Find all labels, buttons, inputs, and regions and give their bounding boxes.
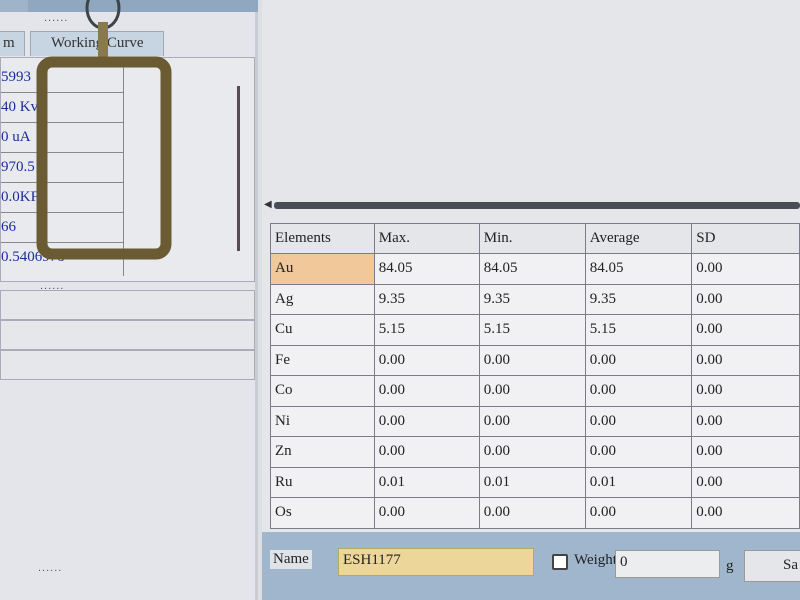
element-cell[interactable]: Ru	[270, 466, 375, 498]
empty-field[interactable]	[0, 320, 255, 350]
table-row[interactable]: Co 0.00 0.00 0.00 0.00	[270, 375, 800, 407]
column-header[interactable]: Average	[584, 223, 693, 254]
table-row[interactable]: Ag 9.35 9.35 9.35 0.00	[270, 283, 800, 315]
table-row[interactable]: Fe 0.00 0.00 0.00 0.00	[270, 344, 800, 376]
element-cell[interactable]: Zn	[270, 436, 375, 468]
element-cell[interactable]: Co	[270, 375, 375, 407]
element-cell[interactable]: Au	[270, 253, 375, 285]
value-cell[interactable]: 0.00	[584, 375, 693, 407]
value-cell[interactable]: 0.00	[691, 405, 800, 437]
value-cell[interactable]: 9.35	[584, 283, 693, 315]
value-cell[interactable]: 0.00	[478, 436, 586, 468]
vertical-scrollbar[interactable]	[237, 86, 240, 251]
value-cell[interactable]: 0.00	[584, 405, 693, 437]
name-input[interactable]: ESH1177	[338, 548, 534, 576]
value-cell[interactable]: 9.35	[478, 283, 586, 315]
param-value: 66	[1, 213, 123, 243]
column-header[interactable]: Max.	[373, 223, 480, 254]
weight-input[interactable]: 0	[615, 550, 720, 578]
table-row[interactable]: Ru 0.01 0.01 0.01 0.00	[270, 466, 800, 498]
column-header[interactable]: Min.	[478, 223, 586, 254]
param-value: 0.0KF	[1, 183, 123, 213]
value-cell[interactable]: 0.01	[373, 466, 480, 498]
table-row[interactable]: Zn 0.00 0.00 0.00 0.00	[270, 436, 800, 468]
value-cell[interactable]: 84.05	[478, 253, 586, 285]
splitter-handle[interactable]: ......	[40, 280, 65, 292]
element-cell[interactable]: Os	[270, 497, 375, 529]
weight-checkbox[interactable]	[552, 554, 568, 570]
splitter-handle[interactable]: ......	[38, 562, 63, 574]
param-value: 0.5406978	[1, 249, 65, 265]
column-divider	[123, 58, 124, 276]
value-cell[interactable]: 0.00	[373, 436, 480, 468]
results-pane: ◀ Elements Max. Min. Average SD Au 84.05 84.05…	[262, 0, 800, 600]
value-cell[interactable]: 5.15	[373, 314, 480, 346]
element-cell[interactable]: Fe	[270, 344, 375, 376]
value-cell[interactable]: 0.01	[478, 466, 586, 498]
column-header[interactable]: Elements	[270, 223, 375, 254]
value-cell[interactable]: 84.05	[373, 253, 480, 285]
name-label: Name	[270, 550, 312, 569]
value-cell[interactable]: 0.00	[691, 466, 800, 498]
param-value: 5993	[1, 63, 123, 93]
value-cell[interactable]: 0.00	[478, 344, 586, 376]
element-cell[interactable]: Ni	[270, 405, 375, 437]
splitter-handle[interactable]: ......	[44, 12, 69, 24]
horizontal-scrollbar[interactable]	[274, 202, 800, 209]
weight-label: Weight	[574, 552, 617, 568]
value-cell[interactable]: 0.00	[478, 405, 586, 437]
value-cell[interactable]: 0.00	[584, 497, 693, 529]
value-cell[interactable]: 0.00	[691, 314, 800, 346]
value-cell[interactable]: 0.00	[584, 436, 693, 468]
empty-field[interactable]	[0, 350, 255, 380]
left-panel: ...... m Working Curve 5993 40 Kv 0 uA 9…	[0, 0, 258, 600]
value-cell[interactable]: 0.01	[584, 466, 693, 498]
value-cell[interactable]: 0.00	[478, 497, 586, 529]
value-cell[interactable]: 0.00	[373, 375, 480, 407]
param-value: 970.5	[1, 153, 123, 183]
bottom-bar: Name ESH1177 Weight 0 g Sa	[262, 532, 800, 600]
value-cell[interactable]: 0.00	[691, 253, 800, 285]
value-cell[interactable]: 5.15	[584, 314, 693, 346]
value-cell[interactable]: 0.00	[691, 497, 800, 529]
tab-m[interactable]: m	[0, 31, 25, 56]
top-bar-button[interactable]	[28, 0, 258, 12]
table-row[interactable]: Cu 5.15 5.15 5.15 0.00	[270, 314, 800, 346]
value-cell[interactable]: 84.05	[584, 253, 693, 285]
weight-unit: g	[726, 558, 734, 574]
value-cell[interactable]: 0.00	[584, 344, 693, 376]
value-cell[interactable]: 0.00	[691, 436, 800, 468]
column-header[interactable]: SD	[691, 223, 800, 254]
param-value: 0 uA	[1, 123, 123, 153]
table-row[interactable]: Ni 0.00 0.00 0.00 0.00	[270, 405, 800, 437]
value-cell[interactable]: 0.00	[373, 344, 480, 376]
value-cell[interactable]: 0.00	[691, 375, 800, 407]
param-value: 40 Kv	[1, 93, 123, 123]
element-cell[interactable]: Cu	[270, 314, 375, 346]
table-row[interactable]: Au 84.05 84.05 84.05 0.00	[270, 253, 800, 285]
results-table: Elements Max. Min. Average SD Au 84.05 84.05 84…	[270, 223, 800, 529]
value-cell[interactable]: 0.00	[373, 405, 480, 437]
element-cell[interactable]: Ag	[270, 283, 375, 315]
parameters-panel: 5993 40 Kv 0 uA 970.5 0.0KF 66 0.5406978	[0, 57, 255, 282]
value-cell[interactable]: 5.15	[478, 314, 586, 346]
value-cell[interactable]: 9.35	[373, 283, 480, 315]
scroll-left-arrow-icon[interactable]: ◀	[264, 199, 272, 210]
value-cell[interactable]: 0.00	[478, 375, 586, 407]
save-button[interactable]: Sa	[744, 550, 800, 582]
value-cell[interactable]: 0.00	[691, 283, 800, 315]
value-cell[interactable]: 0.00	[373, 497, 480, 529]
empty-field[interactable]	[0, 290, 255, 320]
tab-working-curve[interactable]: Working Curve	[30, 31, 164, 56]
table-row[interactable]: Os 0.00 0.00 0.00 0.00	[270, 497, 800, 529]
value-cell[interactable]: 0.00	[691, 344, 800, 376]
